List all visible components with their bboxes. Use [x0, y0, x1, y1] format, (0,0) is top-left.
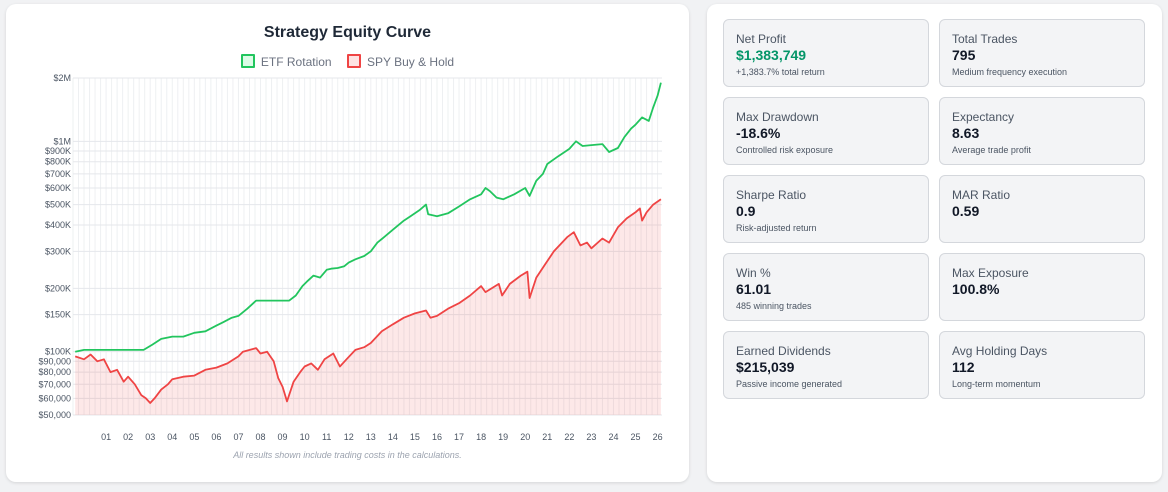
stat-value: $1,383,749 — [736, 47, 807, 63]
y-tick-label: $800K — [45, 157, 71, 167]
series-line-spy-buy-hold — [74, 198, 662, 404]
stat-sharpe-ratio: Sharpe Ratio 0.9 Risk-adjusted return — [723, 175, 929, 243]
chart-card: Strategy Equity Curve ETF Rotation SPY B… — [6, 4, 689, 482]
y-tick-label: $150K — [45, 310, 71, 320]
y-tick-label: $200K — [45, 283, 71, 293]
y-tick-label: $400K — [45, 220, 71, 230]
series-line-etf-rotation — [75, 82, 662, 353]
chart-title: Strategy Equity Curve — [263, 24, 432, 41]
x-tick-label: 11 — [322, 432, 331, 442]
stat-net-profit: Net Profit $1,383,749 +1,383.7% total retu… — [723, 19, 929, 87]
x-tick-label: 08 — [256, 432, 266, 442]
x-tick-label: 15 — [410, 432, 420, 442]
x-tick-label: 22 — [564, 432, 574, 442]
stat-subtext: Risk-adjusted return — [736, 223, 817, 233]
y-tick-label: $60,000 — [38, 393, 71, 403]
stat-label: Max Drawdown — [736, 110, 819, 124]
stat-total-trades: Total Trades 795 Medium frequency executio… — [939, 19, 1145, 87]
x-tick-label: 12 — [344, 432, 354, 442]
stat-value: -18.6% — [736, 125, 781, 141]
stat-label: Total Trades — [952, 32, 1018, 46]
x-tick-label: 17 — [454, 432, 464, 442]
x-tick-label: 05 — [189, 432, 199, 442]
x-tick-label: 10 — [300, 432, 310, 442]
x-tick-label: 02 — [123, 432, 133, 442]
stat-label: Earned Dividends — [736, 344, 831, 358]
x-tick-label: 13 — [366, 432, 376, 442]
stats-card: Net Profit $1,383,749 +1,383.7% total retu… — [707, 4, 1162, 482]
stat-max-exposure: Max Exposure 100.8% — [939, 253, 1145, 321]
y-tick-label: $100K — [45, 347, 71, 357]
stat-label: MAR Ratio — [952, 188, 1011, 202]
stat-subtext: Average trade profit — [952, 145, 1031, 155]
legend-label-spy-buy-hold: SPY Buy & Hold — [366, 55, 455, 69]
stat-expectancy: Expectancy 8.63 Average trade profit — [939, 97, 1145, 165]
stat-subtext: 485 winning trades — [736, 301, 812, 311]
stat-avg-holding-days: Avg Holding Days 112 Long-term momentum — [939, 331, 1145, 399]
x-tick-label: 20 — [520, 432, 530, 442]
x-tick-label: 25 — [631, 432, 641, 442]
stat-label: Net Profit — [736, 32, 787, 46]
stat-label: Sharpe Ratio — [736, 188, 807, 202]
chart-footnote: All results shown include trading costs … — [233, 450, 462, 460]
stat-label: Max Exposure — [952, 266, 1029, 280]
x-tick-label: 23 — [586, 432, 596, 442]
stat-subtext: Controlled risk exposure — [736, 145, 834, 155]
stat-max-drawdown: Max Drawdown -18.6% Controlled risk exposu… — [723, 97, 929, 165]
stat-subtext: Passive income generated — [736, 379, 843, 389]
legend-item-etf-rotation[interactable]: ETF Rotation — [240, 54, 332, 69]
x-tick-label: 04 — [167, 432, 177, 442]
x-tick-label: 14 — [388, 432, 398, 442]
stat-value: 0.9 — [736, 203, 756, 219]
legend-label-etf-rotation: ETF Rotation — [260, 55, 332, 69]
stat-value: 795 — [952, 47, 976, 63]
y-tick-label: $80,000 — [38, 367, 71, 377]
y-tick-label: $500K — [45, 200, 71, 210]
y-tick-label: $50,000 — [38, 410, 71, 420]
stat-label: Win % — [736, 266, 771, 280]
x-tick-label: 09 — [278, 432, 288, 442]
stat-win: Win % 61.01 485 winning trades — [723, 253, 929, 321]
stat-subtext: Medium frequency execution — [952, 67, 1068, 77]
stat-value: 8.63 — [952, 125, 980, 141]
stat-subtext: +1,383.7% total return — [736, 67, 825, 77]
legend-item-spy-buy-hold[interactable]: SPY Buy & Hold — [346, 54, 455, 69]
series-area-spy-buy-hold — [75, 199, 661, 415]
stat-subtext: Long-term momentum — [952, 379, 1041, 389]
equity-chart: $2M $1M$900K$800K $700K $600K $500K $400K $300… — [38, 73, 663, 442]
x-tick-label: 18 — [476, 432, 486, 442]
stat-mar-ratio: MAR Ratio 0.59 — [939, 175, 1145, 243]
stat-label: Avg Holding Days — [952, 344, 1048, 358]
x-tick-label: 26 — [653, 432, 663, 442]
stat-value: 61.01 — [736, 281, 772, 297]
y-tick-label: $600K — [45, 183, 71, 193]
y-tick-label: $1M — [53, 136, 71, 146]
stat-value: $215,039 — [736, 359, 795, 375]
y-tick-label: $2M — [53, 73, 71, 83]
stat-value: 0.59 — [952, 203, 980, 219]
x-tick-label: 03 — [145, 432, 155, 442]
stat-label: Expectancy — [952, 110, 1015, 124]
y-tick-label: $300K — [45, 246, 71, 256]
stat-earned-dividends: Earned Dividends $215,039 Passive income g… — [723, 331, 929, 399]
x-tick-label: 19 — [498, 432, 508, 442]
stat-value: 100.8% — [952, 281, 1000, 297]
y-tick-label: $90,000 — [38, 356, 71, 366]
legend-swatch-spy-buy-hold — [346, 54, 361, 68]
x-tick-label: 06 — [211, 432, 221, 442]
x-tick-label: 16 — [432, 432, 442, 442]
y-tick-label: $700K — [45, 169, 71, 179]
y-tick-label: $70,000 — [38, 379, 71, 389]
x-tick-label: 24 — [608, 432, 618, 442]
x-tick-label: 21 — [542, 432, 552, 442]
x-tick-label: 01 — [101, 432, 111, 442]
stat-value: 112 — [952, 359, 975, 375]
legend-swatch-etf-rotation — [240, 54, 255, 68]
chart-legend: ETF Rotation SPY Buy & Hold — [6, 54, 689, 69]
y-tick-label: $900K — [45, 146, 71, 156]
x-tick-label: 07 — [233, 432, 243, 442]
